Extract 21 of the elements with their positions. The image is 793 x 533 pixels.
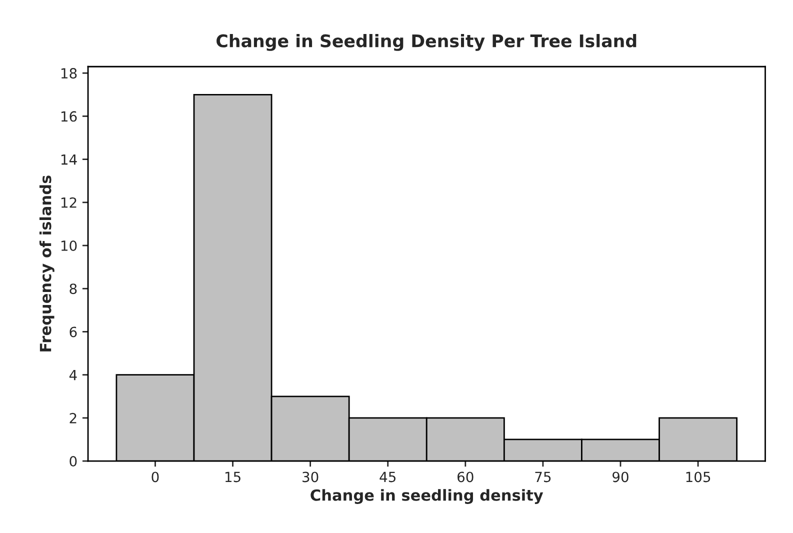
y-tick-label: 2 [70, 412, 76, 424]
chart-title: Change in Seedling Density Per Tree Island [216, 34, 636, 51]
y-tick-label: 8 [70, 284, 77, 294]
y-tick-label: 18 [61, 68, 77, 79]
x-tick-label: 60 [458, 472, 474, 482]
y-tick-label: 6 [70, 326, 77, 338]
x-axis-title: Change in seedling density [310, 489, 544, 504]
y-tick-label: 10 [61, 240, 77, 251]
x-tick-label: 45 [380, 472, 396, 482]
x-tick-label: 30 [302, 472, 318, 482]
x-tick-label: 90 [612, 472, 628, 482]
x-tick-label: 75 [535, 472, 551, 482]
x-tick-label: 105 [686, 472, 710, 482]
y-tick-label: 4 [69, 370, 77, 380]
y-tick-label: 12 [61, 197, 76, 208]
y-tick-label: 16 [61, 111, 77, 122]
x-tick-label: 0 [152, 472, 159, 482]
y-axis-title: Frequency of islands [39, 176, 54, 352]
y-tick-label: 0 [70, 456, 77, 467]
x-tick-label: 15 [225, 472, 240, 482]
y-tick-label: 14 [61, 154, 77, 165]
